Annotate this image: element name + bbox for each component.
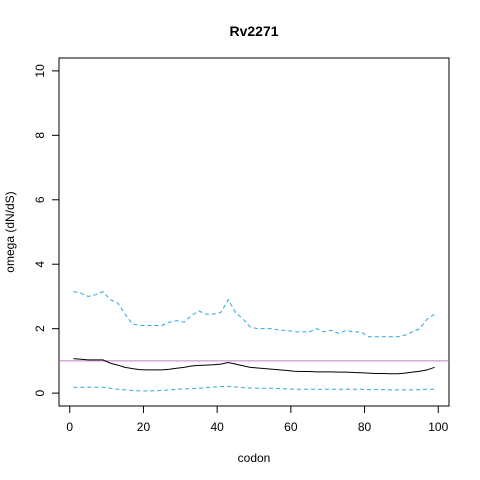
x-tick-label: 20: [137, 420, 151, 434]
x-tick-label: 60: [284, 420, 298, 434]
x-tick-label: 80: [358, 420, 372, 434]
chart-title: Rv2271: [229, 23, 278, 39]
series-line: [73, 385, 435, 392]
y-tick-label: 2: [33, 325, 47, 332]
y-tick-label: 4: [33, 261, 47, 268]
y-tick-label: 8: [33, 132, 47, 139]
y-tick-label: 0: [33, 389, 47, 396]
y-tick-label: 6: [33, 196, 47, 203]
y-axis-label: omega (dN/dS): [3, 191, 17, 272]
x-axis-label: codon: [238, 451, 271, 465]
x-tick-label: 100: [428, 420, 448, 434]
x-tick-label: 40: [210, 420, 224, 434]
series-line: [73, 358, 435, 375]
y-tick-label: 10: [33, 64, 47, 78]
series-line: [73, 291, 435, 338]
x-tick-label: 0: [66, 420, 73, 434]
